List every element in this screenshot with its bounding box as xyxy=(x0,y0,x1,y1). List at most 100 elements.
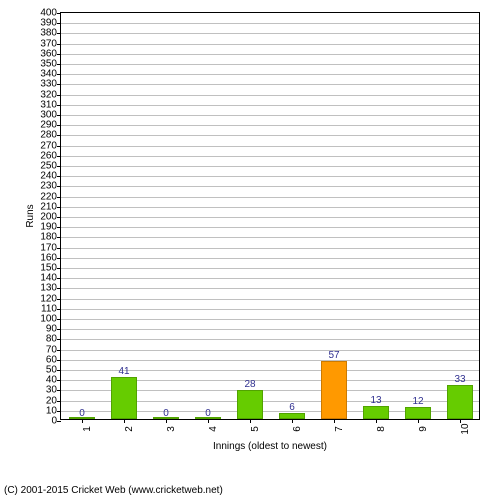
xtick-label: 4 xyxy=(208,426,219,432)
bar xyxy=(237,390,262,419)
ytick-label: 70 xyxy=(46,344,57,355)
gridline xyxy=(61,115,479,116)
ytick-mark xyxy=(57,350,61,351)
ytick-mark xyxy=(57,84,61,85)
ytick-mark xyxy=(57,33,61,34)
ytick-mark xyxy=(57,64,61,65)
xtick-mark xyxy=(124,419,125,423)
ytick-mark xyxy=(57,319,61,320)
ytick-label: 200 xyxy=(40,212,57,223)
ytick-label: 170 xyxy=(40,242,57,253)
ytick-label: 210 xyxy=(40,201,57,212)
gridline xyxy=(61,299,479,300)
gridline xyxy=(61,105,479,106)
gridline xyxy=(61,197,479,198)
ytick-label: 280 xyxy=(40,130,57,141)
ytick-mark xyxy=(57,268,61,269)
gridline xyxy=(61,248,479,249)
bar-value-label: 57 xyxy=(328,350,339,361)
ytick-label: 50 xyxy=(46,365,57,376)
gridline xyxy=(61,176,479,177)
ytick-label: 80 xyxy=(46,334,57,345)
ytick-mark xyxy=(57,176,61,177)
ytick-mark xyxy=(57,13,61,14)
ytick-mark xyxy=(57,380,61,381)
gridline xyxy=(61,64,479,65)
ytick-label: 190 xyxy=(40,222,57,233)
y-axis-label: Runs xyxy=(25,204,36,227)
ytick-mark xyxy=(57,390,61,391)
gridline xyxy=(61,350,479,351)
gridline xyxy=(61,288,479,289)
gridline xyxy=(61,360,479,361)
ytick-label: 220 xyxy=(40,191,57,202)
xtick-label: 10 xyxy=(460,423,471,434)
ytick-label: 0 xyxy=(51,416,57,427)
ytick-label: 230 xyxy=(40,181,57,192)
ytick-mark xyxy=(57,135,61,136)
ytick-label: 250 xyxy=(40,161,57,172)
ytick-label: 350 xyxy=(40,59,57,70)
ytick-mark xyxy=(57,186,61,187)
xtick-label: 8 xyxy=(376,426,387,432)
gridline xyxy=(61,309,479,310)
gridline xyxy=(61,237,479,238)
gridline xyxy=(61,217,479,218)
ytick-mark xyxy=(57,125,61,126)
gridline xyxy=(61,166,479,167)
xtick-label: 7 xyxy=(334,426,345,432)
xtick-mark xyxy=(82,419,83,423)
ytick-mark xyxy=(57,258,61,259)
ytick-label: 320 xyxy=(40,89,57,100)
gridline xyxy=(61,329,479,330)
bar xyxy=(363,406,388,419)
ytick-label: 330 xyxy=(40,79,57,90)
ytick-label: 150 xyxy=(40,263,57,274)
bar-value-label: 13 xyxy=(370,395,381,406)
ytick-mark xyxy=(57,411,61,412)
ytick-mark xyxy=(57,146,61,147)
ytick-label: 160 xyxy=(40,252,57,263)
ytick-label: 30 xyxy=(46,385,57,396)
ytick-mark xyxy=(57,166,61,167)
bar-value-label: 6 xyxy=(289,402,295,413)
bar-value-label: 28 xyxy=(244,379,255,390)
ytick-label: 400 xyxy=(40,8,57,19)
ytick-mark xyxy=(57,44,61,45)
ytick-mark xyxy=(57,288,61,289)
gridline xyxy=(61,33,479,34)
ytick-mark xyxy=(57,360,61,361)
gridline xyxy=(61,84,479,85)
bar xyxy=(321,361,346,419)
plot-area: Runs Innings (oldest to newest) 01020304… xyxy=(60,12,480,420)
bar-value-label: 0 xyxy=(205,408,211,419)
gridline xyxy=(61,95,479,96)
gridline xyxy=(61,258,479,259)
bar xyxy=(111,377,136,419)
ytick-mark xyxy=(57,217,61,218)
chart-container: Runs Innings (oldest to newest) 01020304… xyxy=(8,8,492,468)
ytick-label: 370 xyxy=(40,38,57,49)
ytick-label: 110 xyxy=(41,303,57,314)
xtick-label: 5 xyxy=(250,426,261,432)
gridline xyxy=(61,146,479,147)
gridline xyxy=(61,74,479,75)
ytick-mark xyxy=(57,339,61,340)
xtick-label: 2 xyxy=(124,426,135,432)
ytick-mark xyxy=(57,74,61,75)
ytick-label: 60 xyxy=(46,354,57,365)
ytick-label: 10 xyxy=(46,405,57,416)
ytick-label: 290 xyxy=(40,120,57,131)
ytick-label: 100 xyxy=(40,314,57,325)
gridline xyxy=(61,135,479,136)
xtick-mark xyxy=(376,419,377,423)
ytick-mark xyxy=(57,278,61,279)
bar-value-label: 0 xyxy=(79,408,85,419)
xtick-mark xyxy=(166,419,167,423)
bar xyxy=(447,385,472,419)
gridline xyxy=(61,207,479,208)
ytick-mark xyxy=(57,370,61,371)
xtick-mark xyxy=(208,419,209,423)
xtick-label: 6 xyxy=(292,426,303,432)
ytick-label: 300 xyxy=(40,110,57,121)
